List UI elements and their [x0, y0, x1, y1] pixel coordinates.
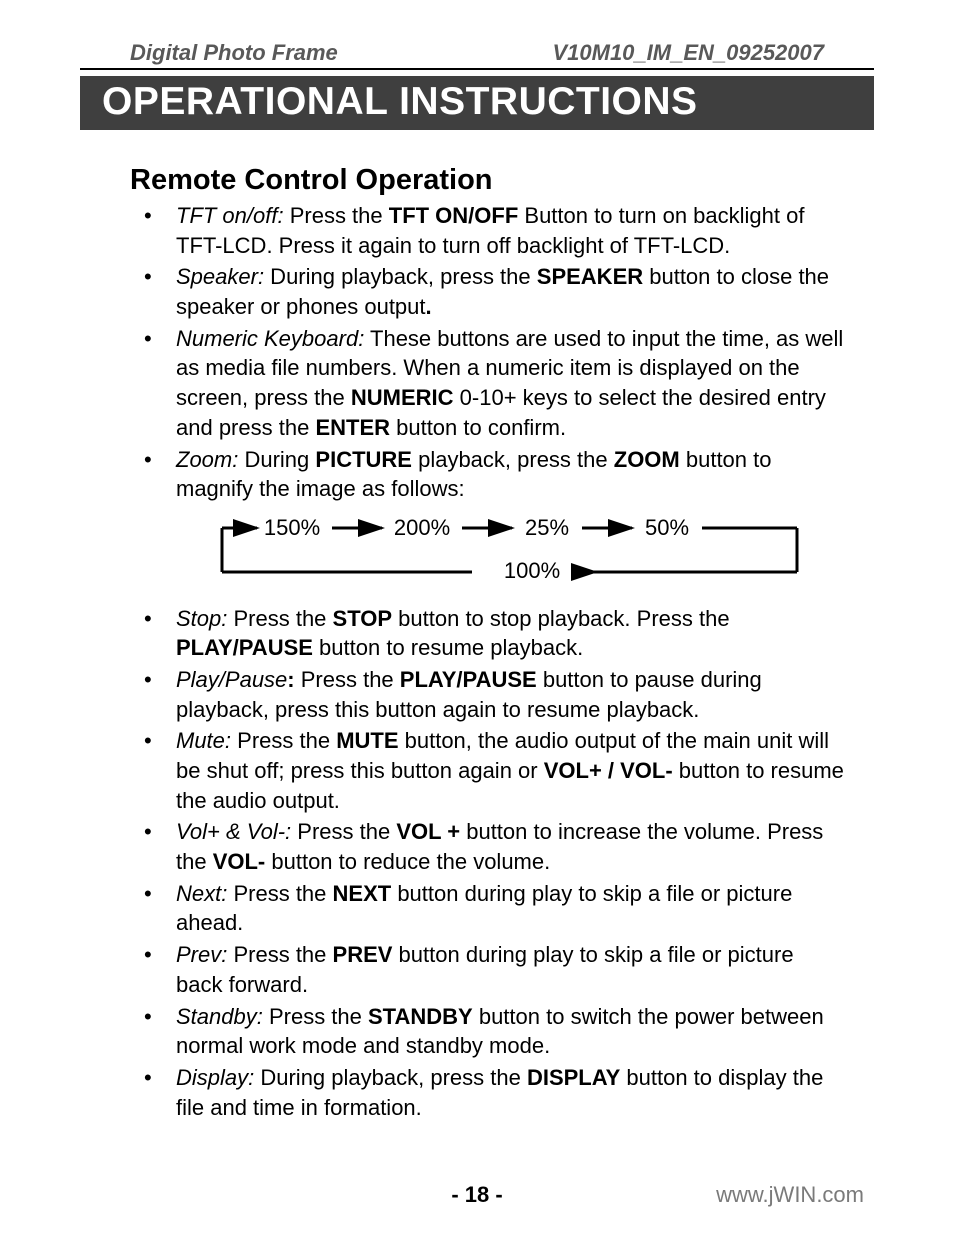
item-bold: :	[287, 667, 294, 692]
item-bold: MUTE	[336, 728, 398, 753]
item-bold: NEXT	[333, 881, 392, 906]
item-bold: .	[426, 294, 432, 319]
list-item: TFT on/off: Press the TFT ON/OFF Button …	[140, 201, 844, 260]
item-bold: PREV	[333, 942, 393, 967]
item-text: button to reduce the volume.	[265, 849, 550, 874]
item-term: Next:	[176, 881, 227, 906]
list-item: Standby: Press the STANDBY button to swi…	[140, 1002, 844, 1061]
list-item: Stop: Press the STOP button to stop play…	[140, 604, 844, 663]
item-bold: SPEAKER	[537, 264, 643, 289]
title-banner: OPERATIONAL INSTRUCTIONS	[80, 76, 874, 130]
item-bold: PLAY/PAUSE	[176, 635, 313, 660]
item-term: TFT on/off:	[176, 203, 284, 228]
item-bold: VOL +	[396, 819, 460, 844]
item-bold: PLAY/PAUSE	[400, 667, 537, 692]
page-number: - 18 -	[451, 1182, 502, 1208]
document-page: Digital Photo Frame V10M10_IM_EN_0925200…	[0, 0, 954, 1238]
zoom-label: 25%	[525, 515, 569, 540]
instruction-list: TFT on/off: Press the TFT ON/OFF Button …	[140, 201, 844, 1122]
header-left: Digital Photo Frame	[130, 40, 338, 66]
item-term: Stop:	[176, 606, 227, 631]
item-bold: ZOOM	[614, 447, 680, 472]
item-bold: STOP	[333, 606, 393, 631]
header-right: V10M10_IM_EN_09252007	[552, 40, 824, 66]
item-bold: TFT ON/OFF	[389, 203, 519, 228]
item-text: button to confirm.	[390, 415, 566, 440]
page-header: Digital Photo Frame V10M10_IM_EN_0925200…	[80, 40, 874, 70]
item-term: Standby:	[176, 1004, 263, 1029]
zoom-label: 100%	[504, 558, 560, 583]
zoom-label: 150%	[264, 515, 320, 540]
item-text: button to resume playback.	[313, 635, 583, 660]
list-item: Prev: Press the PREV button during play …	[140, 940, 844, 999]
item-text: button to stop playback. Press the	[392, 606, 730, 631]
item-text: During playback, press the	[254, 1065, 527, 1090]
item-bold: ENTER	[315, 415, 390, 440]
page-footer: - 18 - www.jWIN.com	[80, 1182, 874, 1208]
item-text: During	[238, 447, 315, 472]
list-item: Display: During playback, press the DISP…	[140, 1063, 844, 1122]
item-term: Play/Pause	[176, 667, 287, 692]
item-bold: PICTURE	[315, 447, 412, 472]
item-term: Display:	[176, 1065, 254, 1090]
zoom-cycle-svg: 150% 200% 25% 50% 100%	[212, 510, 812, 590]
list-item: Play/Pause: Press the PLAY/PAUSE button …	[140, 665, 844, 724]
item-term: Zoom:	[176, 447, 238, 472]
zoom-diagram: 150% 200% 25% 50% 100%	[212, 510, 844, 598]
list-item: Numeric Keyboard: These buttons are used…	[140, 324, 844, 443]
item-bold: STANDBY	[368, 1004, 473, 1029]
list-item: Zoom: During PICTURE playback, press the…	[140, 445, 844, 598]
item-text: Press the	[227, 881, 332, 906]
item-text: playback, press the	[412, 447, 614, 472]
item-bold: VOL+ / VOL-	[544, 758, 673, 783]
item-bold: DISPLAY	[527, 1065, 620, 1090]
list-item: Mute: Press the MUTE button, the audio o…	[140, 726, 844, 815]
item-bold: VOL-	[213, 849, 266, 874]
item-text: During playback, press the	[264, 264, 537, 289]
item-text: Press the	[291, 819, 396, 844]
item-bold: NUMERIC	[351, 385, 454, 410]
footer-site: www.jWIN.com	[716, 1182, 864, 1208]
zoom-label: 200%	[394, 515, 450, 540]
item-text: Press the	[284, 203, 389, 228]
item-term: Speaker:	[176, 264, 264, 289]
list-item: Next: Press the NEXT button during play …	[140, 879, 844, 938]
item-term: Mute:	[176, 728, 231, 753]
item-text: Press the	[227, 942, 332, 967]
section-heading: Remote Control Operation	[130, 164, 874, 197]
item-term: Vol+ & Vol-:	[176, 819, 291, 844]
item-text: Press the	[263, 1004, 368, 1029]
item-term: Numeric Keyboard:	[176, 326, 364, 351]
item-text: Press the	[295, 667, 400, 692]
list-item: Speaker: During playback, press the SPEA…	[140, 262, 844, 321]
item-text: Press the	[227, 606, 332, 631]
zoom-label: 50%	[645, 515, 689, 540]
list-item: Vol+ & Vol-: Press the VOL + button to i…	[140, 817, 844, 876]
item-text: Press the	[231, 728, 336, 753]
item-term: Prev:	[176, 942, 227, 967]
